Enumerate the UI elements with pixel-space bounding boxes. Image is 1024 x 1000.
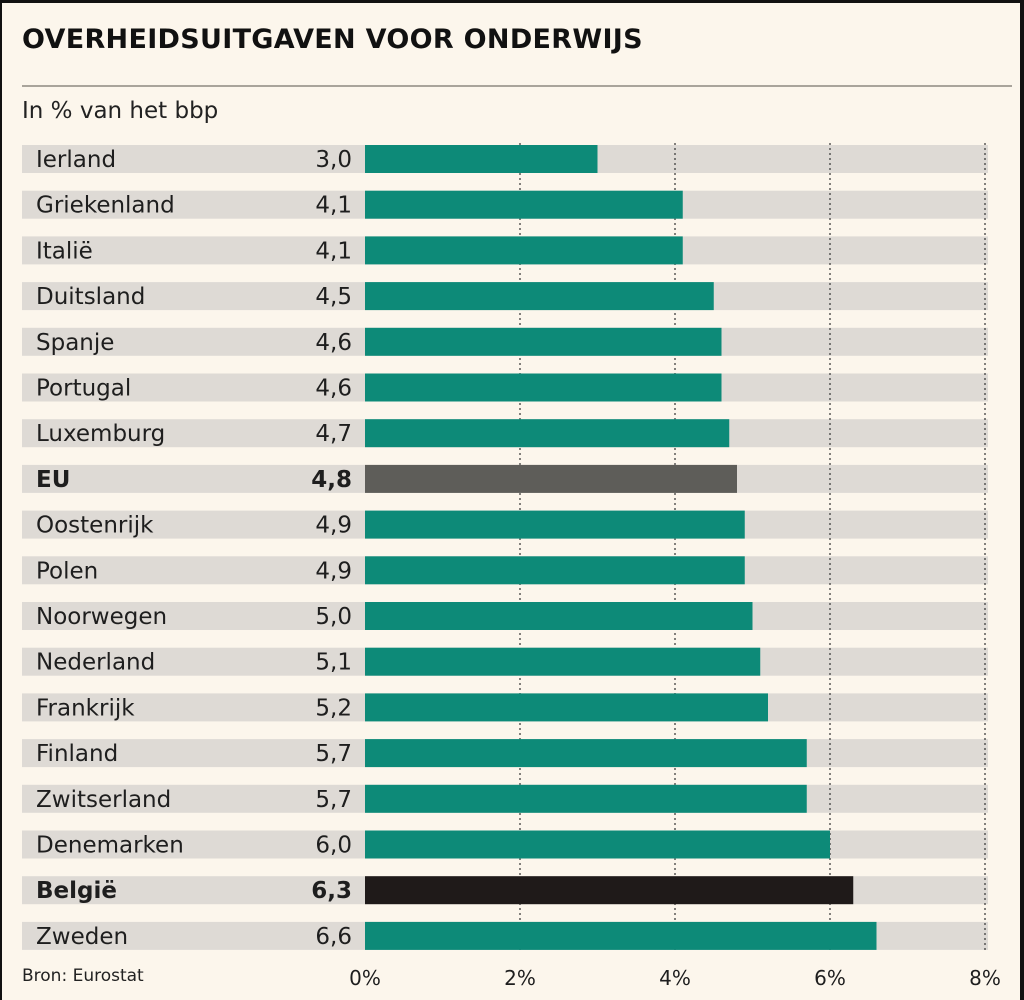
- value-label: 4,6: [315, 376, 352, 402]
- category-label: Luxemburg: [36, 421, 165, 447]
- value-label: 5,7: [315, 741, 352, 767]
- value-label: 4,1: [315, 238, 352, 264]
- bars: [365, 145, 877, 950]
- value-label: 6,6: [315, 924, 352, 950]
- category-label: Italië: [36, 238, 93, 264]
- bar: [365, 830, 830, 859]
- x-tick-label: 2%: [504, 966, 536, 990]
- bar: [365, 693, 768, 722]
- row-labels: Ierland 3,0 Griekenland 4,1 Italië 4,1 Duitsla…: [36, 147, 352, 950]
- bar: [365, 921, 877, 950]
- bar: [365, 739, 807, 768]
- category-label: Spanje: [36, 330, 114, 356]
- bar: [365, 145, 598, 173]
- category-label: België: [36, 878, 117, 904]
- bar: [365, 190, 683, 219]
- category-label: Nederland: [36, 650, 155, 676]
- x-axis-ticks: 0% 2% 4% 6% 8%: [349, 966, 1001, 990]
- value-label: 6,0: [315, 833, 352, 859]
- category-label: Portugal: [36, 376, 131, 402]
- category-label: Oostenrijk: [36, 513, 154, 539]
- bar: [365, 602, 753, 630]
- value-label: 6,3: [311, 878, 352, 904]
- row-bands: [22, 145, 988, 950]
- value-label: 4,5: [315, 284, 352, 310]
- bar: [365, 647, 761, 676]
- value-label: 5,0: [315, 604, 352, 630]
- x-tick-label: 6%: [814, 966, 846, 990]
- bar: [365, 464, 737, 493]
- bar: [365, 419, 730, 448]
- value-label: 3,0: [315, 147, 352, 173]
- bar: [365, 236, 683, 265]
- bar: [365, 510, 745, 539]
- category-label: Duitsland: [36, 284, 145, 310]
- x-tick-label: 0%: [349, 966, 381, 990]
- category-label: Noorwegen: [36, 604, 167, 630]
- chart-title: OVERHEIDSUITGAVEN VOOR ONDERWIJS: [22, 24, 643, 55]
- value-label: 4,6: [315, 330, 352, 356]
- category-label: Zweden: [36, 924, 128, 950]
- frame-border-right: [1020, 0, 1024, 1000]
- value-label: 5,7: [315, 787, 352, 813]
- chart-subtitle: In % van het bbp: [22, 98, 219, 124]
- x-tick-label: 8%: [969, 966, 1001, 990]
- value-label: 5,2: [315, 695, 352, 721]
- category-label: Ierland: [36, 147, 116, 173]
- value-label: 4,1: [315, 193, 352, 219]
- value-label: 4,7: [315, 421, 352, 447]
- frame-border-top: [0, 0, 1024, 3]
- category-label: Polen: [36, 558, 98, 584]
- category-label: EU: [36, 467, 70, 493]
- category-label: Denemarken: [36, 833, 184, 859]
- category-label: Frankrijk: [36, 695, 135, 721]
- category-label: Griekenland: [36, 193, 175, 219]
- value-label: 5,1: [315, 650, 352, 676]
- bar: [365, 327, 722, 356]
- value-label: 4,8: [311, 467, 352, 493]
- bar: [365, 784, 807, 813]
- title-divider: [22, 85, 1012, 87]
- frame-border-left: [0, 0, 2, 1000]
- bar: [365, 556, 745, 585]
- category-label: Finland: [36, 741, 118, 767]
- x-tick-label: 4%: [659, 966, 691, 990]
- category-label: Zwitserland: [36, 787, 171, 813]
- value-label: 4,9: [315, 558, 352, 584]
- bar: [365, 876, 854, 905]
- bar: [365, 373, 722, 402]
- value-label: 4,9: [315, 513, 352, 539]
- source-note: Bron: Eurostat: [22, 966, 144, 986]
- bar: [365, 282, 714, 311]
